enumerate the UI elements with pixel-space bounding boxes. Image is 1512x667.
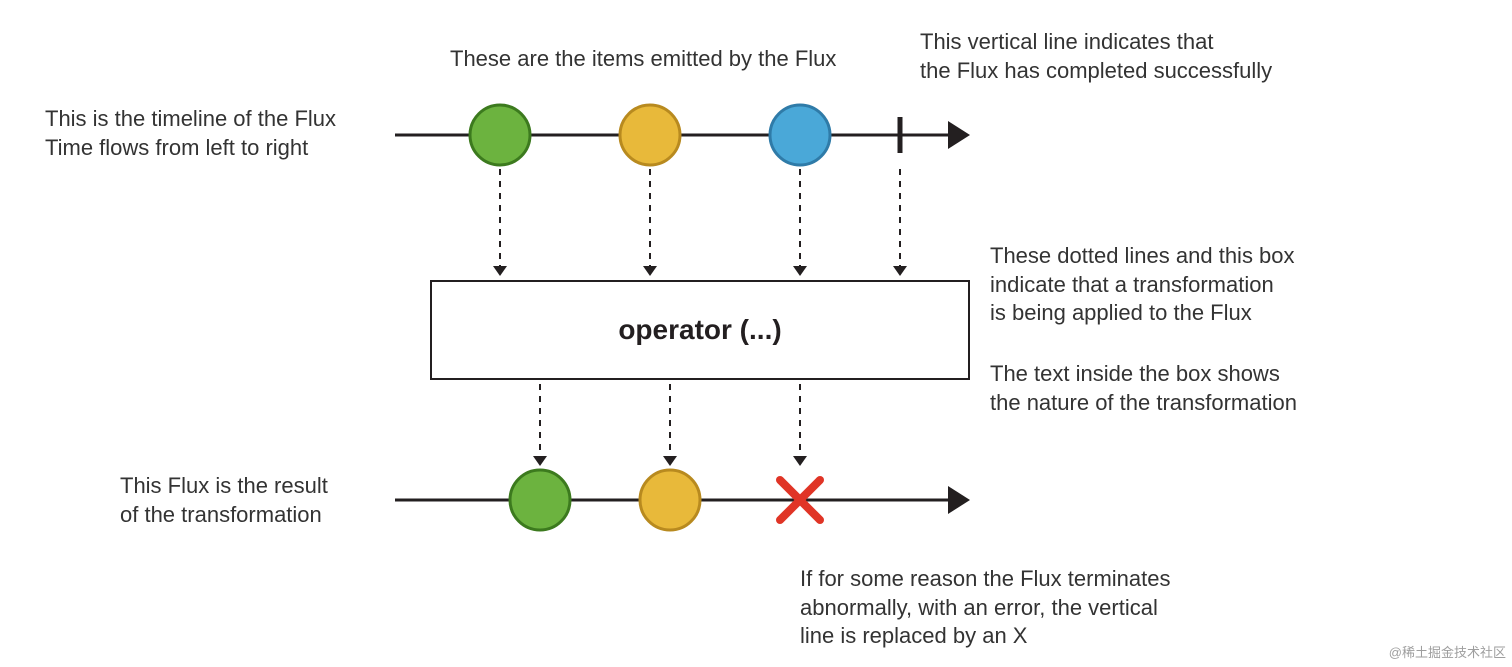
operator-label: operator (...) <box>618 314 781 346</box>
label-result: This Flux is the resultof the transforma… <box>120 472 328 529</box>
label-error: If for some reason the Flux terminatesab… <box>800 565 1171 651</box>
label-complete: This vertical line indicates thatthe Flu… <box>920 28 1272 85</box>
watermark: @稀土掘金技术社区 <box>1389 642 1506 661</box>
label-timeline: This is the timeline of the FluxTime flo… <box>45 105 336 162</box>
operator-box: operator (...) <box>430 280 970 380</box>
label-transform: These dotted lines and this boxindicate … <box>990 242 1295 328</box>
label-items: These are the items emitted by the Flux <box>450 45 836 74</box>
label-boxtext: The text inside the box showsthe nature … <box>990 360 1297 417</box>
